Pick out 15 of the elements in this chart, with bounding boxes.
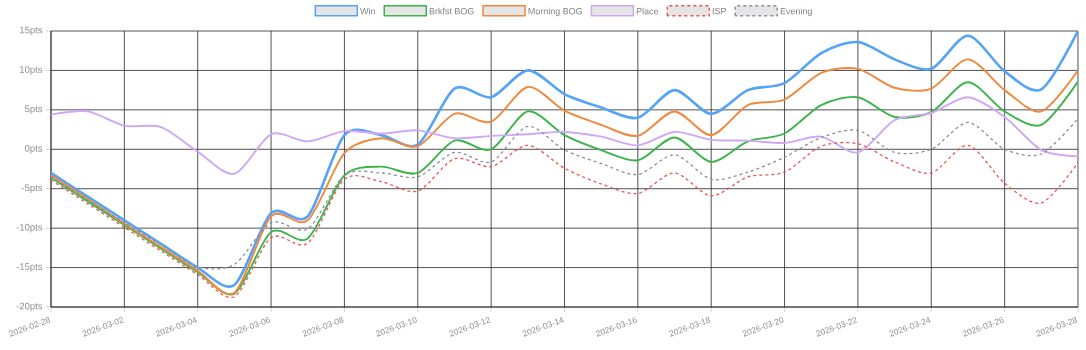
legend-label: Win [360,7,375,15]
legend-label: Place [636,7,659,15]
y-tick-label: 10pts [20,66,43,75]
legend-label: Morning BOG [528,7,582,17]
legend-label: Evening [780,7,812,17]
y-tick-label: -15pts [16,263,43,272]
line-series [51,96,1078,175]
y-tick-label: -20pts [16,302,43,312]
y-tick-label: -10pts [16,223,43,233]
y-tick-label: 5pts [24,105,43,115]
y-tick-label: -5pts [21,184,43,193]
y-tick-label: 0pts [24,145,43,154]
legend-label: ISP [712,7,727,15]
legend-label: Brkfst BOG [429,7,474,15]
y-tick-label: 15pts [20,26,43,36]
